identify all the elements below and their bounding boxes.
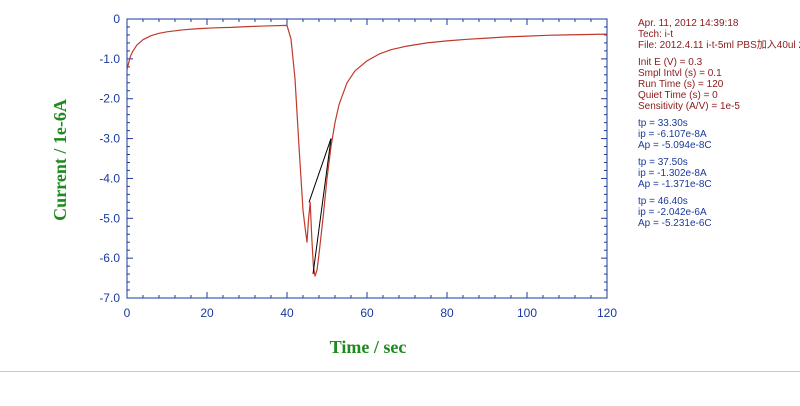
peak-tp: tp = 33.30s xyxy=(638,118,688,129)
info-param: Init E (V) = 0.3 xyxy=(638,57,703,68)
peak-tp: tp = 46.40s xyxy=(638,196,688,207)
peak-baseline xyxy=(308,138,332,203)
peak-tp: tp = 37.50s xyxy=(638,157,688,168)
info-date: Apr. 11, 2012 14:39:18 xyxy=(638,18,739,29)
info-param: Smpl Intvl (s) = 0.1 xyxy=(638,68,722,79)
y-axis-title: Current / 1e-6A xyxy=(50,99,70,221)
peak-ap: Ap = -5.231e-6C xyxy=(638,218,712,229)
peak-ip: ip = -6.107e-8A xyxy=(638,129,707,140)
series-line xyxy=(126,24,608,277)
x-tick-label: 80 xyxy=(440,306,454,320)
info-params: Init E (V) = 0.3 Smpl Intvl (s) = 0.1 Ru… xyxy=(638,57,800,112)
bottom-divider xyxy=(0,371,800,372)
info-param: Quiet Time (s) = 0 xyxy=(638,90,718,101)
info-file: File: 2012.4.11 i-t-5ml PBS加入40ul 2 xyxy=(638,40,800,51)
x-axis-ticks: 0 20 40 60 80 100 120 xyxy=(124,19,617,320)
y-tick-label: -1.0 xyxy=(99,52,120,66)
x-tick-label: 0 xyxy=(124,306,131,320)
y-tick-label: -6.0 xyxy=(99,251,120,265)
x-tick-label: 100 xyxy=(517,306,537,320)
y-tick-label: -4.0 xyxy=(99,171,120,185)
y-tick-label: -7.0 xyxy=(99,291,120,305)
y-tick-label: -5.0 xyxy=(99,211,120,225)
info-param: Run Time (s) = 120 xyxy=(638,79,724,90)
y-tick-label: -3.0 xyxy=(99,132,120,146)
peak-baseline xyxy=(312,138,332,275)
peak-result: tp = 33.30s ip = -6.107e-8A Ap = -5.094e… xyxy=(638,118,800,151)
series-layer xyxy=(126,24,608,277)
x-axis-title: Time / sec xyxy=(330,337,407,357)
x-tick-label: 40 xyxy=(280,306,294,320)
x-tick-label: 60 xyxy=(360,306,374,320)
x-tick-label: 20 xyxy=(200,306,214,320)
info-tech: Tech: i-t xyxy=(638,29,674,40)
info-panel: Apr. 11, 2012 14:39:18 Tech: i-t File: 2… xyxy=(638,18,800,235)
y-tick-label: 0 xyxy=(113,12,120,26)
y-axis-ticks: 0 -1.0 -2.0 -3.0 -4.0 -5.0 -6.0 -7.0 xyxy=(99,12,607,305)
peak-ip: ip = -1.302e-8A xyxy=(638,168,707,179)
y-tick-label: -2.0 xyxy=(99,92,120,106)
info-param: Sensitivity (A/V) = 1e-5 xyxy=(638,101,740,112)
x-tick-label: 120 xyxy=(597,306,617,320)
peak-result: tp = 46.40s ip = -2.042e-6A Ap = -5.231e… xyxy=(638,196,800,229)
peak-ap: Ap = -1.371e-8C xyxy=(638,179,712,190)
peak-ap: Ap = -5.094e-8C xyxy=(638,140,712,151)
peak-result: tp = 37.50s ip = -1.302e-8A Ap = -1.371e… xyxy=(638,157,800,190)
info-header: Apr. 11, 2012 14:39:18 Tech: i-t File: 2… xyxy=(638,18,800,51)
peak-ip: ip = -2.042e-6A xyxy=(638,207,707,218)
